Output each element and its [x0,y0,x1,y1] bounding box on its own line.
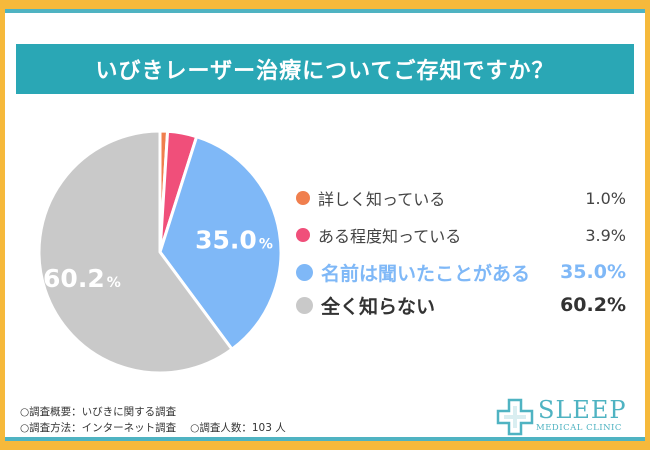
legend-label: 名前は聞いたことがある [321,262,531,285]
legend-value: 35.0% [560,261,626,283]
top-border [0,0,650,9]
legend-item: 詳しく知っている 1.0% [296,183,626,213]
footnote-line: ○調査方法：インターネット調査 ○調査人数：103 人 [20,420,286,436]
legend-label: 全く知らない [321,295,436,318]
legend-item: ある程度知っている 3.9% [296,220,626,250]
bottom-border [0,441,650,450]
data-label: 35.0% [195,226,273,255]
legend-swatch [296,296,313,314]
right-border [645,9,650,441]
legend-value: 1.0% [585,188,626,208]
survey-summary: ○調査概要：いびきに関する調査 [20,406,177,418]
medical-cross-icon [496,398,534,436]
pie-data-labels: 35.0 % 60.2% [43,226,273,293]
pie-slice [37,129,234,375]
footnote-line: ○調査概要：いびきに関する調査 [20,404,286,420]
clinic-logo: SLEEP MEDICAL CLINIC [496,396,636,438]
pie-slices [37,129,283,375]
title-banner: いびきレーザー治療についてご存知ですか？ [16,44,634,94]
legend-value: 60.2% [560,294,626,316]
survey-footnote: ○調査概要：いびきに関する調査 ○調査方法：インターネット調査 ○調査人数：103… [20,404,286,436]
survey-method: ○調査方法：インターネット調査 [20,422,177,434]
top-accent-line [5,9,645,13]
legend-item: 名前は聞いたことがある 35.0% [296,257,626,287]
pie-slice [158,135,283,351]
data-label: 60.2% [43,264,121,293]
logo-name: SLEEP [538,396,627,424]
left-border [0,9,5,441]
legend-value: 3.9% [585,225,626,245]
survey-count: ○調査人数：103 人 [190,422,286,434]
legend-swatch [296,263,313,281]
legend-item: 全く知らない 60.2% [296,290,626,320]
legend-swatch [296,191,310,205]
legend-label: ある程度知っている [318,227,462,246]
legend-swatch [296,228,310,242]
chart-title: いびきレーザー治療についてご存知ですか？ [95,59,555,84]
bottom-accent-line [5,437,645,441]
legend-label: 詳しく知っている [318,190,446,209]
logo-subtitle: MEDICAL CLINIC [536,423,622,433]
